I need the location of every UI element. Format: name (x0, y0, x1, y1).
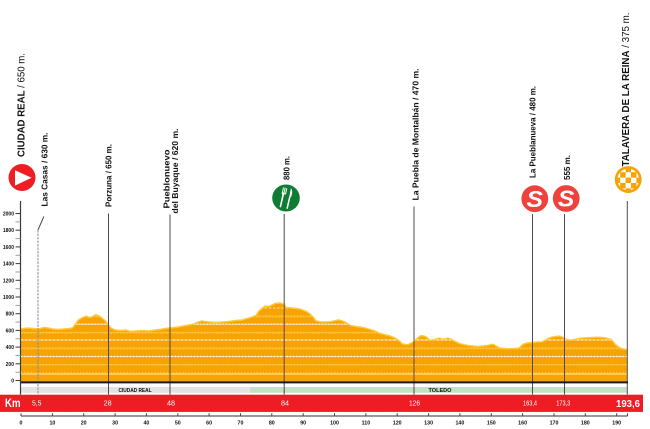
svg-text:1600: 1600 (3, 245, 14, 251)
svg-text:CIUDAD REAL / 650 m.: CIUDAD REAL / 650 m. (17, 53, 28, 157)
svg-text:40: 40 (143, 420, 149, 426)
svg-text:110: 110 (362, 420, 371, 426)
svg-text:48: 48 (167, 401, 175, 408)
svg-text:28: 28 (104, 401, 112, 408)
svg-text:La Puebla de Montalbán / 470 m: La Puebla de Montalbán / 470 m. (410, 69, 420, 201)
svg-text:Pueblonuevo: Pueblonuevo (162, 150, 172, 209)
svg-text:1800: 1800 (3, 228, 14, 234)
svg-text:80: 80 (269, 420, 275, 426)
svg-text:880 m.: 880 m. (282, 156, 292, 180)
svg-text:20: 20 (81, 420, 87, 426)
svg-text:Las Casas / 630 m.: Las Casas / 630 m. (40, 133, 50, 207)
svg-text:800: 800 (6, 312, 15, 318)
svg-text:2000: 2000 (3, 212, 14, 218)
svg-text:S: S (558, 186, 575, 212)
svg-text:Km: Km (5, 396, 21, 410)
svg-text:130: 130 (424, 420, 433, 426)
svg-text:200: 200 (6, 362, 15, 368)
svg-text:100: 100 (330, 420, 339, 426)
svg-text:50: 50 (175, 420, 181, 426)
svg-text:30: 30 (112, 420, 118, 426)
svg-text:S: S (527, 186, 544, 212)
svg-text:5,5: 5,5 (32, 401, 42, 408)
svg-text:140: 140 (455, 420, 464, 426)
svg-text:La Pueblanueva / 480 m.: La Pueblanueva / 480 m. (528, 86, 538, 178)
svg-text:170: 170 (550, 420, 559, 426)
svg-text:400: 400 (6, 345, 15, 351)
svg-text:150: 150 (487, 420, 496, 426)
svg-text:173,3: 173,3 (556, 401, 570, 408)
svg-text:TOLEDO: TOLEDO (429, 388, 453, 394)
svg-text:CIUDAD REAL: CIUDAD REAL (119, 388, 153, 394)
svg-text:10: 10 (49, 420, 55, 426)
svg-text:0: 0 (20, 420, 23, 426)
svg-text:126: 126 (409, 401, 420, 408)
svg-text:600: 600 (6, 328, 15, 334)
svg-text:60: 60 (206, 420, 212, 426)
svg-text:TALAVERA DE LA REINA / 375 m.: TALAVERA DE LA REINA / 375 m. (621, 13, 632, 167)
svg-text:84: 84 (281, 401, 289, 408)
svg-text:1400: 1400 (3, 262, 14, 268)
svg-text:90: 90 (300, 420, 306, 426)
svg-text:180: 180 (581, 420, 590, 426)
svg-text:555 m.: 555 m. (562, 155, 572, 180)
svg-text:1000: 1000 (3, 295, 14, 301)
svg-text:del Buyaque / 620 m.: del Buyaque / 620 m. (170, 129, 180, 214)
svg-text:0: 0 (11, 379, 14, 385)
svg-text:1200: 1200 (3, 278, 14, 284)
svg-text:190: 190 (612, 420, 621, 426)
svg-text:Porzuna / 650 m.: Porzuna / 650 m. (104, 144, 114, 207)
svg-text:193,6: 193,6 (616, 399, 640, 410)
svg-text:70: 70 (238, 420, 244, 426)
svg-text:160: 160 (518, 420, 527, 426)
svg-text:163,4: 163,4 (523, 401, 537, 408)
svg-text:120: 120 (393, 420, 402, 426)
